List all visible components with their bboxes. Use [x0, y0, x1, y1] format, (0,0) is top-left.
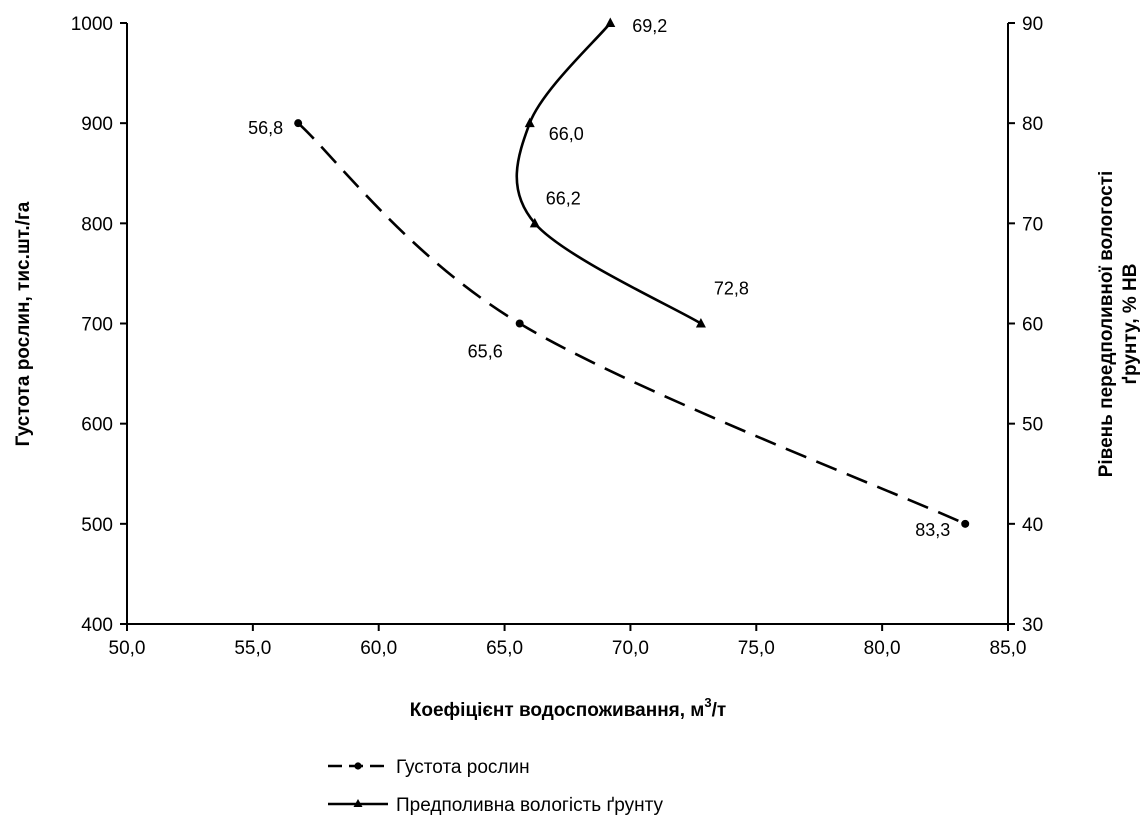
y-left-tick-label: 800 [81, 214, 113, 235]
y-right-tick-label: 70 [1022, 214, 1043, 235]
moisture-point-marker [524, 117, 535, 128]
x-tick-label: 70,0 [612, 638, 649, 659]
x-tick-label: 80,0 [864, 638, 901, 659]
legend-label-density: Густота рослин [396, 757, 530, 778]
y-left-tick-label: 700 [81, 315, 113, 336]
x-tick-label: 75,0 [738, 638, 775, 659]
moisture-point-marker [605, 17, 616, 27]
y-left-tick-label: 600 [81, 415, 113, 436]
y-right-tick-label: 90 [1022, 14, 1043, 35]
moisture-point-marker [529, 217, 540, 228]
y-left-tick-label: 900 [81, 114, 113, 135]
y-left-tick-label: 1000 [71, 14, 113, 35]
y-right-tick-label: 40 [1022, 515, 1043, 536]
x-axis-title: Коефіцієнт водоспоживання, м3/т [410, 695, 726, 721]
y-axis-right-title: Рівень передполивної вологості ґрунту, % … [1096, 171, 1141, 478]
legend-item-moisture: Предполивна вологість ґрунту [328, 795, 664, 816]
data-label: 72,8 [714, 279, 749, 299]
x-tick-label: 50,0 [109, 638, 146, 659]
y-right-tick-label: 80 [1022, 114, 1043, 135]
legend-item-density: Густота рослин [328, 757, 530, 778]
legend: Густота рослин Предполивна вологість ґру… [328, 757, 664, 816]
legend-circle-marker [354, 762, 362, 770]
data-label: 69,2 [632, 16, 667, 36]
moisture-point-marker [695, 318, 706, 328]
x-tick-label: 60,0 [360, 638, 397, 659]
y-right-tick-label: 30 [1022, 615, 1043, 636]
density-point-marker [515, 319, 524, 328]
y-left-tick-label: 500 [81, 515, 113, 536]
ticks: 50,0 55,0 60,0 65,0 70,0 75,0 80,0 85,0 400 500 60… [71, 14, 1043, 659]
legend-triangle-marker [353, 799, 363, 807]
data-labels: 56,8 65,6 83,3 72,8 66,2 66,0 69,2 [248, 16, 950, 540]
x-tick-label: 55,0 [234, 638, 271, 659]
density-point-marker [961, 519, 970, 528]
axes [126, 23, 1009, 625]
moisture-series-line [515, 22, 702, 325]
y-axis-left-title: Густота рослин, тис.шт./га [13, 201, 34, 446]
y-right-tick-label: 50 [1022, 415, 1043, 436]
data-label: 66,0 [549, 124, 584, 144]
density-series-line [297, 122, 966, 525]
data-label: 56,8 [248, 118, 283, 138]
x-tick-label: 85,0 [990, 638, 1027, 659]
series-layer [294, 17, 970, 528]
density-point-marker [294, 119, 303, 128]
y-right-tick-label: 60 [1022, 315, 1043, 336]
x-tick-label: 65,0 [486, 638, 523, 659]
y-left-tick-label: 400 [81, 615, 113, 636]
legend-label-moisture: Предполивна вологість ґрунту [396, 795, 664, 816]
data-label: 65,6 [468, 342, 503, 362]
data-label: 83,3 [915, 520, 950, 540]
data-label: 66,2 [546, 188, 581, 208]
